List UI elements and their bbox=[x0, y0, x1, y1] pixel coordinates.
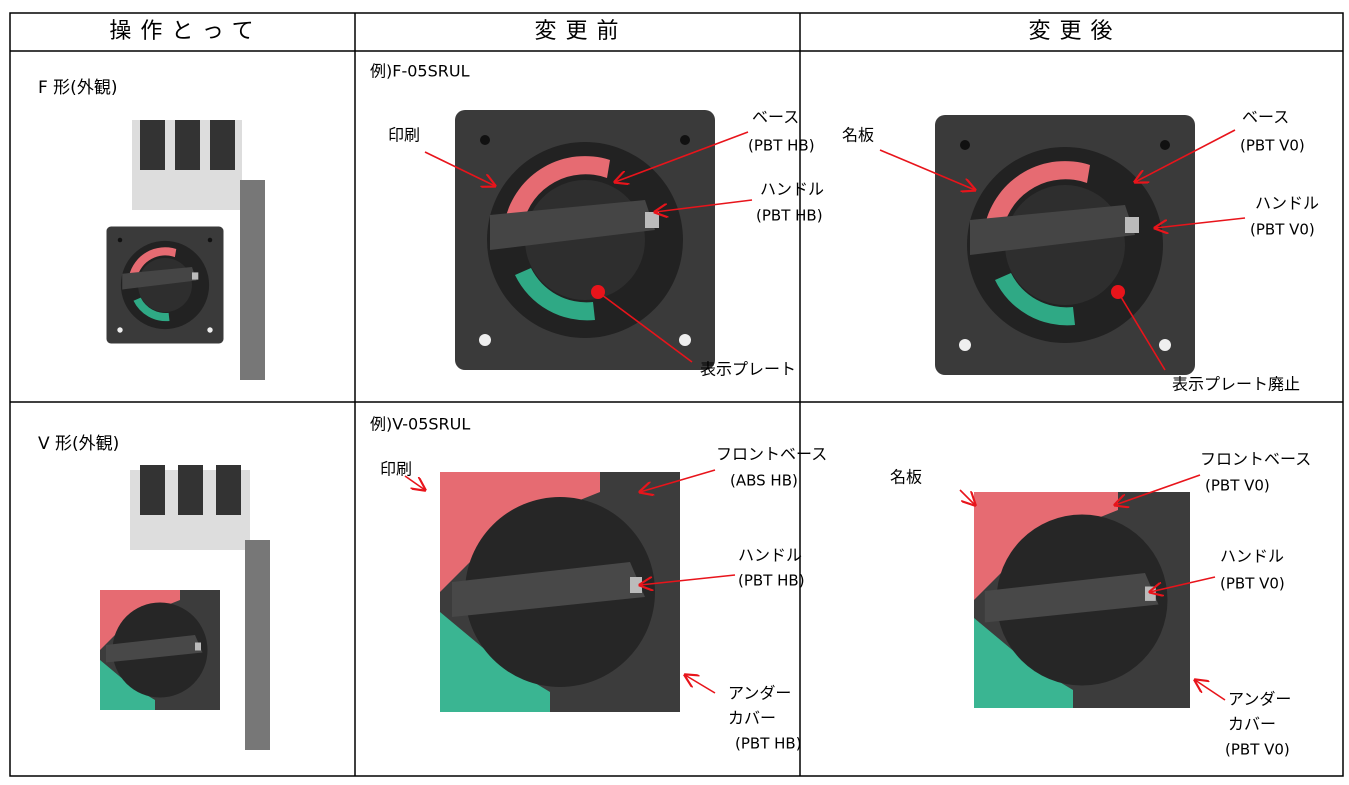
row-label: V 形(外観) bbox=[38, 434, 119, 454]
note: アンダー bbox=[1228, 690, 1291, 709]
annotation-arrows bbox=[424, 131, 753, 363]
note: フロントベース bbox=[716, 445, 827, 464]
header-cell: 操作とって bbox=[109, 19, 262, 44]
note: ハンドル bbox=[760, 180, 824, 199]
note: カバー bbox=[728, 709, 776, 728]
v-before-photo bbox=[440, 472, 680, 712]
note: アンダー bbox=[728, 684, 791, 703]
note: 表示プレート bbox=[700, 360, 796, 379]
note: (ABS HB) bbox=[730, 472, 798, 490]
row-label: F 形(外観) bbox=[38, 78, 117, 98]
note: 印刷 bbox=[380, 460, 412, 479]
note: (PBT HB) bbox=[748, 137, 815, 155]
note: (PBT HB) bbox=[756, 207, 823, 225]
note: (PBT HB) bbox=[738, 572, 805, 590]
v-after-photo bbox=[974, 492, 1190, 708]
f-after-photo bbox=[935, 115, 1195, 375]
f-type-photo bbox=[106, 120, 265, 380]
header-cell: 変更前 bbox=[534, 19, 627, 44]
note: (PBT V0) bbox=[1225, 741, 1290, 759]
note: カバー bbox=[1228, 715, 1276, 734]
note: (PBT HB) bbox=[735, 735, 802, 753]
note: ハンドル bbox=[1220, 547, 1284, 566]
v-type-photo bbox=[100, 465, 270, 750]
note: (PBT V0) bbox=[1250, 221, 1315, 239]
annotation-arrows bbox=[404, 469, 736, 694]
table-border bbox=[9, 12, 1344, 777]
example-label: 例)F-05SRUL bbox=[370, 62, 470, 81]
note: 名板 bbox=[842, 126, 874, 145]
annotation-arrows bbox=[959, 474, 1226, 701]
note: 名板 bbox=[890, 468, 922, 487]
note: フロントベース bbox=[1200, 450, 1311, 469]
header-cell: 変更後 bbox=[1028, 19, 1121, 44]
note: 印刷 bbox=[388, 126, 420, 145]
note: (PBT V0) bbox=[1240, 137, 1305, 155]
note: ハンドル bbox=[738, 546, 802, 565]
note: (PBT V0) bbox=[1220, 575, 1285, 593]
note: (PBT V0) bbox=[1205, 477, 1270, 495]
f-before-photo bbox=[455, 110, 715, 370]
note: ベース bbox=[1242, 108, 1289, 127]
annotation-arrows bbox=[879, 129, 1246, 371]
note: 表示プレート廃止 bbox=[1172, 375, 1300, 394]
note: ハンドル bbox=[1255, 194, 1319, 213]
example-label: 例)V-05SRUL bbox=[370, 415, 470, 434]
note: ベース bbox=[752, 108, 799, 127]
